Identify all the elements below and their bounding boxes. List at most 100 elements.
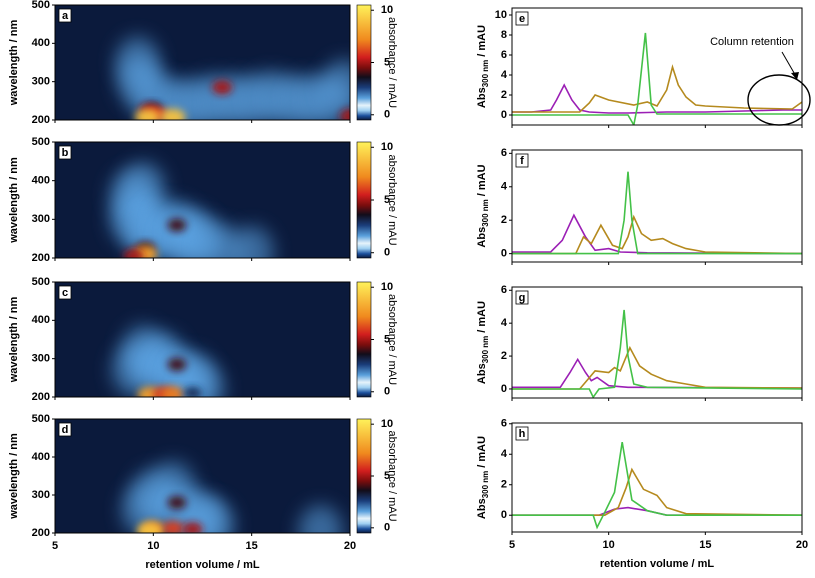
heat-spot xyxy=(182,522,203,533)
panel-label-box xyxy=(515,290,529,305)
heat-spot xyxy=(167,357,187,372)
y-title-sub: 300 nm xyxy=(481,336,490,364)
line-series xyxy=(512,213,802,255)
panel-label: a xyxy=(62,10,69,22)
plot-frame xyxy=(54,281,351,398)
heat-spot xyxy=(183,386,202,397)
plot-area xyxy=(512,441,802,530)
panel-label-box xyxy=(515,426,529,441)
y-axis-title: wavelength / nm xyxy=(8,19,20,106)
panel-label-box xyxy=(58,145,72,160)
plot-area xyxy=(512,309,802,398)
line-series xyxy=(512,32,802,125)
colorbar xyxy=(356,281,372,398)
y-axis-title: Abs300 nm / mAU xyxy=(476,301,490,384)
colorbar xyxy=(356,141,372,259)
line-series xyxy=(512,214,802,255)
heat-spot xyxy=(167,496,187,510)
y-tick-label: 400 xyxy=(32,37,50,49)
x-tick-label: 10 xyxy=(603,539,615,551)
annotation-ellipse xyxy=(747,74,811,126)
y-tick-label: 0 xyxy=(501,109,507,121)
heat-spot xyxy=(137,522,162,533)
colorbar-tick-label: 5 xyxy=(384,333,390,345)
y-title-sub: 300 nm xyxy=(481,60,490,88)
panel-label: c xyxy=(62,287,68,299)
y-tick-label: 6 xyxy=(501,418,507,430)
y-tick-label: 400 xyxy=(32,175,50,187)
x-axis-title: retention volume / mL xyxy=(145,559,260,571)
y-title-main: Abs xyxy=(476,87,488,108)
heatmap xyxy=(115,36,350,120)
y-tick-label: 4 xyxy=(501,181,508,193)
y-tick-label: 300 xyxy=(32,213,50,225)
colorbar-tick-label: 10 xyxy=(381,4,393,16)
x-axis-title: retention volume / mL xyxy=(600,558,715,570)
colorbar-label: absorbance / mAU xyxy=(386,294,398,385)
y-title-main: Abs xyxy=(476,227,488,248)
colorbar-label: absorbance / mAU xyxy=(386,17,398,108)
panel-label-box xyxy=(58,422,72,437)
x-tick-label: 20 xyxy=(796,539,808,551)
y-tick-label: 2 xyxy=(501,350,507,362)
colorbar-tick-label: 10 xyxy=(381,141,393,153)
y-axis-title: Abs300 nm / mAU xyxy=(476,25,490,108)
line-series xyxy=(512,441,802,530)
line-series xyxy=(512,357,802,389)
y-axis-title: wavelength / nm xyxy=(8,433,20,520)
y-tick-label: 200 xyxy=(32,114,50,126)
heat-spot xyxy=(190,499,235,533)
y-tick-label: 4 xyxy=(501,448,508,460)
y-tick-label: 10 xyxy=(495,9,507,21)
colorbar-tick-label: 0 xyxy=(384,522,390,534)
line-series xyxy=(512,64,802,113)
heat-spot xyxy=(167,218,187,232)
heatmap xyxy=(111,325,225,397)
line-series xyxy=(512,171,802,255)
plot-frame xyxy=(511,149,803,263)
x-tick-label: 15 xyxy=(699,539,711,551)
y-axis-title: Abs300 nm / mAU xyxy=(476,164,490,247)
panel-label: d xyxy=(62,424,69,436)
heat-spot xyxy=(162,521,184,533)
x-tick-label: 15 xyxy=(246,540,258,552)
x-tick-label: 10 xyxy=(147,540,159,552)
y-title-main: Abs xyxy=(476,363,488,384)
heat-spot xyxy=(340,109,350,120)
y-tick-label: 200 xyxy=(32,391,50,403)
y-tick-label: 4 xyxy=(501,317,508,329)
y-tick-label: 8 xyxy=(501,29,507,41)
colorbar-tick-label: 10 xyxy=(381,281,393,293)
y-tick-label: 300 xyxy=(32,353,50,365)
x-tick-label: 5 xyxy=(509,539,515,551)
y-axis-title: Abs300 nm / mAU xyxy=(476,436,490,519)
colorbar-tick-label: 5 xyxy=(384,56,390,68)
colorbar xyxy=(356,418,372,534)
line-series xyxy=(512,309,802,398)
panel-label-box xyxy=(58,8,72,23)
y-tick-label: 500 xyxy=(32,276,50,288)
y-axis-title: wavelength / nm xyxy=(8,296,20,383)
colorbar-tick-label: 10 xyxy=(381,418,393,430)
y-title-sub: 300 nm xyxy=(481,199,490,227)
heat-spot xyxy=(123,249,144,258)
panel-label: f xyxy=(520,155,524,167)
line-series xyxy=(512,467,802,516)
colorbar-tick-label: 5 xyxy=(384,194,390,206)
y-tick-label: 300 xyxy=(32,76,50,88)
y-tick-label: 400 xyxy=(32,451,50,463)
y-title-rest: / mAU xyxy=(476,25,488,57)
heat-spot xyxy=(229,226,274,258)
plot-area xyxy=(512,171,802,255)
y-title-rest: / mAU xyxy=(476,301,488,333)
plot-area xyxy=(512,32,802,125)
panel-label: b xyxy=(62,147,69,159)
plot-frame xyxy=(511,422,803,533)
heat-spot xyxy=(322,59,350,112)
panel-label: e xyxy=(519,13,525,25)
plot-frame xyxy=(54,418,351,534)
colorbar xyxy=(356,4,372,121)
y-title-sub: 300 nm xyxy=(481,471,490,499)
y-title-rest: / mAU xyxy=(476,164,488,196)
